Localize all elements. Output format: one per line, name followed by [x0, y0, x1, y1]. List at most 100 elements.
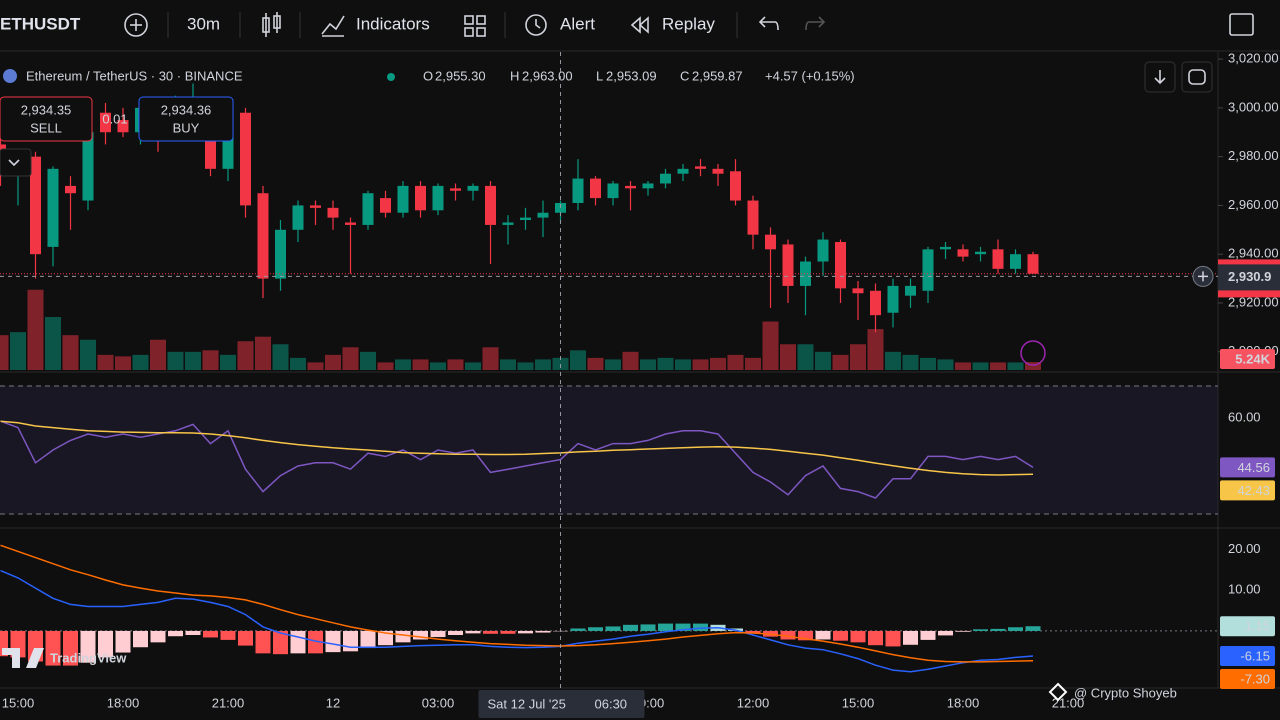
price-tick-label: 3,000.00 [1228, 99, 1279, 114]
rsi-ma-value-label-box [1220, 480, 1275, 501]
toolbar: ETHUSDT 30m Indicators Alert Replay [0, 12, 1280, 52]
macd-line [0, 569, 1034, 673]
macd-histogram-bar [500, 630, 516, 634]
candle-body [380, 198, 391, 213]
symbol[interactable]: ETHUSDT [0, 14, 81, 33]
macd-histogram-bar [133, 630, 148, 648]
add-symbol[interactable] [124, 13, 148, 37]
candle-body [712, 168, 724, 174]
macd-histogram-bar [378, 630, 393, 646]
macd-histogram-bar [255, 630, 271, 654]
candle-body [362, 193, 374, 225]
candle-body [275, 229, 286, 279]
volume-bar [237, 341, 254, 370]
price-tick-label: 2,920.00 [1228, 294, 1279, 309]
volume-bar [482, 347, 499, 370]
price-tick-label: 3,020.00 [1228, 51, 1279, 66]
macd-histogram-bar [535, 630, 551, 633]
candle-body [905, 285, 916, 296]
macd-histogram-bar [623, 624, 638, 631]
time-tick-label: 15:00 [842, 695, 875, 710]
macd-histogram-bar [903, 630, 918, 645]
volume-bar [360, 351, 376, 370]
plot-area [0, 58, 1223, 673]
candle-body [1010, 254, 1021, 269]
fullscreen[interactable] [1229, 13, 1254, 36]
macd-histogram-bar [45, 630, 61, 666]
volume-bar [150, 339, 166, 370]
symbol-title: Ethereum / TetherUS · 30 · BINANCE [26, 68, 243, 83]
crosshair-time-box [478, 690, 645, 718]
replay[interactable]: Replay [662, 14, 715, 33]
time-tick-label: 03:00 [422, 695, 455, 710]
crosshair-price-label: 2,930.9 [1228, 269, 1271, 284]
volume-bar [27, 289, 44, 370]
macd-histogram-bar [290, 630, 306, 654]
o-value: 2,955.30 [435, 68, 486, 83]
volume-bar [255, 336, 271, 370]
candle-body [292, 205, 304, 230]
redo[interactable] [805, 16, 826, 31]
macd-histogram-bar [465, 630, 481, 634]
volume-bar [675, 359, 691, 370]
volume-bar [955, 362, 971, 370]
plus-icon [1198, 271, 1208, 282]
watermark: TradingView [50, 650, 127, 665]
legend: Ethereum / TetherUS · 30 · BINANCE O 2,9… [3, 68, 855, 83]
macd-histogram-bar [693, 623, 708, 631]
undo[interactable] [758, 16, 779, 31]
macd-histogram-bar [833, 630, 848, 641]
download-button[interactable] [1144, 61, 1176, 93]
macd-histogram-bar [885, 630, 901, 647]
macd-histogram-bar [448, 630, 463, 636]
rsi-ma-value-label: 42.43 [1237, 483, 1270, 498]
volume-bar [797, 344, 814, 370]
volume-bar [1007, 362, 1024, 370]
candle-body [257, 193, 269, 279]
macd-histogram-bar [815, 630, 831, 640]
candle-body [82, 132, 94, 201]
macd-histogram-bar [80, 630, 96, 663]
candle-body [975, 251, 986, 255]
credit: @ Crypto Shoyeb [1074, 685, 1177, 700]
macd-histogram-bar [343, 630, 358, 652]
macd-histogram-bar [395, 630, 411, 643]
credit-icon [1048, 682, 1068, 702]
volume-bar [692, 359, 709, 370]
volume-bar [535, 359, 551, 370]
volume-bar [1025, 362, 1041, 370]
replay-icon[interactable] [630, 16, 649, 34]
volume-bar [272, 344, 289, 370]
time-tick-label: 18:00 [107, 695, 140, 710]
time-tick-label: 21:00 [212, 695, 245, 710]
sync-button[interactable] [1181, 61, 1213, 93]
chevron [8, 159, 20, 167]
buy-button[interactable] [138, 96, 234, 142]
macd-histogram-bar [868, 630, 883, 646]
volume-bar [167, 351, 184, 370]
macd-histogram-bar [990, 628, 1006, 631]
macd-histogram-bar [325, 630, 341, 653]
candle-body [310, 205, 321, 208]
sell-price: 2,934.35 [21, 102, 72, 117]
volume-bar [902, 354, 919, 370]
candle-body [590, 178, 601, 199]
macd-histogram-bar [63, 630, 78, 666]
indicators-icon[interactable] [321, 15, 345, 37]
sell-button[interactable] [0, 96, 93, 142]
macd-histogram-bar [658, 623, 673, 631]
volume-bar [202, 350, 219, 370]
candle-body [940, 246, 951, 250]
layouts[interactable] [464, 15, 486, 37]
volume-bar [430, 362, 446, 370]
volume-label: 5.24K [1235, 351, 1270, 366]
indicators[interactable]: Indicators [356, 14, 430, 33]
volume-bar [307, 362, 324, 370]
candle-body [747, 200, 759, 235]
interval[interactable]: 30m [187, 14, 220, 33]
alert[interactable]: Alert [560, 14, 595, 33]
chart-type[interactable] [262, 12, 281, 37]
macd-histogram-bar [150, 630, 166, 643]
alert-icon[interactable] [525, 14, 547, 36]
candle-body [870, 290, 881, 316]
